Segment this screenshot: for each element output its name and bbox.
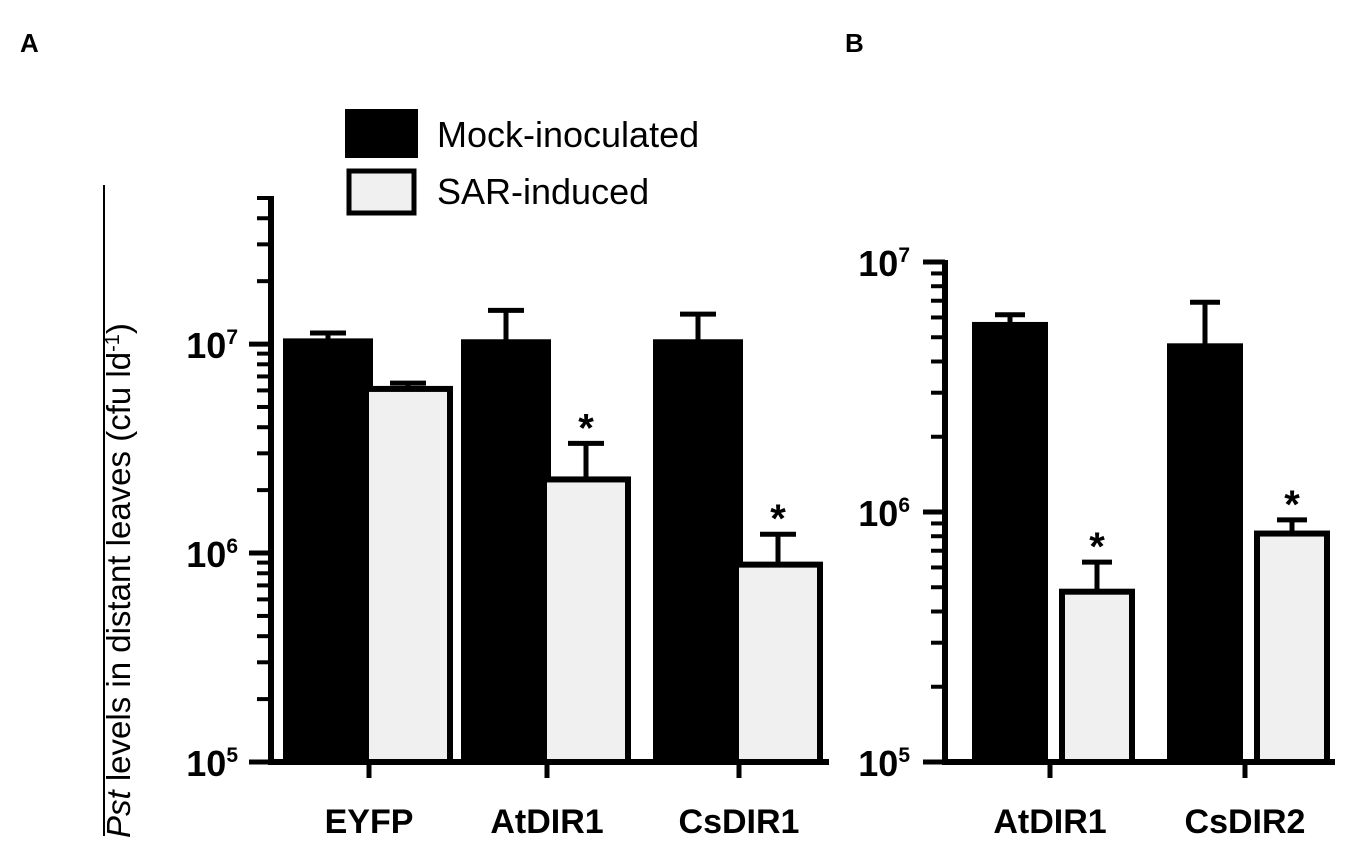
legend: Mock-inoculated SAR-induced (345, 109, 699, 216)
legend-swatch-mock (345, 109, 418, 158)
y-tick-exponent: 5 (898, 744, 910, 767)
panel-b-category-label: AtDIR1 (993, 803, 1106, 841)
panel-a-y-tick-label: 105 (186, 743, 238, 784)
panel-a-bar-sar-eyfp (363, 385, 453, 765)
y-tick-base: 10 (186, 325, 226, 366)
y-axis-title: Pst levels in distant leaves (cfu ld-1) (100, 185, 137, 838)
panel-b-bar-sar-atdir1 (1059, 588, 1135, 765)
panel-letter-b: B (845, 28, 864, 58)
y-tick-exponent: 6 (898, 494, 910, 517)
panel-a-category-label: EYFP (325, 803, 414, 841)
panel-a-bar-mock-csdir1 (653, 339, 743, 765)
panel-a-y-tick-label: 106 (186, 534, 238, 575)
y-axis-label: Pst levels in distant leaves (cfu ld-1) (100, 323, 137, 838)
y-tick-exponent: 7 (226, 326, 238, 349)
legend-label-sar: SAR-induced (437, 171, 649, 212)
panel-b-category-label: CsDIR2 (1185, 803, 1306, 841)
panel-b-significance-star: * (1284, 483, 1300, 527)
y-tick-exponent: 6 (226, 535, 238, 558)
panel-b-y-tick-label: 106 (858, 493, 910, 534)
panel-a-bar-sar-atdir1 (541, 476, 631, 765)
panel-a-category-label: CsDIR1 (679, 803, 800, 841)
panel-b-bar-mock-atdir1 (972, 321, 1048, 765)
panel-letter-a: A (20, 28, 39, 58)
y-tick-base: 10 (186, 743, 226, 784)
panel-a-bar-sar-csdir1 (733, 561, 823, 765)
y-tick-exponent: 7 (898, 244, 910, 267)
legend-swatch-sar (346, 168, 417, 216)
y-tick-exponent: 5 (226, 744, 238, 767)
panel-a-significance-star: * (770, 497, 786, 541)
panel-b-y-tick-label: 107 (858, 243, 910, 284)
panel-a-significance-star: * (578, 406, 594, 450)
panel-b-bar-sar-csdir2 (1254, 530, 1330, 765)
y-axis-label-superscript: -1 (102, 334, 124, 352)
panel-b-bar-mock-csdir2 (1167, 343, 1243, 765)
panel-a-category-label: AtDIR1 (490, 803, 603, 841)
y-tick-base: 10 (858, 493, 898, 534)
y-axis-label-italic: Pst (100, 788, 137, 838)
y-axis-label-text: levels in distant leaves (cfu ld (100, 352, 137, 790)
panel-a-bar-mock-eyfp (283, 338, 373, 765)
panel-a-y-tick-label: 107 (186, 325, 238, 366)
y-tick-base: 10 (858, 743, 898, 784)
y-tick-base: 10 (858, 243, 898, 284)
panel-a-bar-mock-atdir1 (461, 339, 551, 765)
y-axis-label-close: ) (100, 323, 137, 334)
panel-b-significance-star: * (1089, 525, 1105, 569)
panel-b-y-tick-label: 105 (858, 743, 910, 784)
y-tick-base: 10 (186, 534, 226, 575)
legend-label-mock: Mock-inoculated (437, 114, 699, 155)
